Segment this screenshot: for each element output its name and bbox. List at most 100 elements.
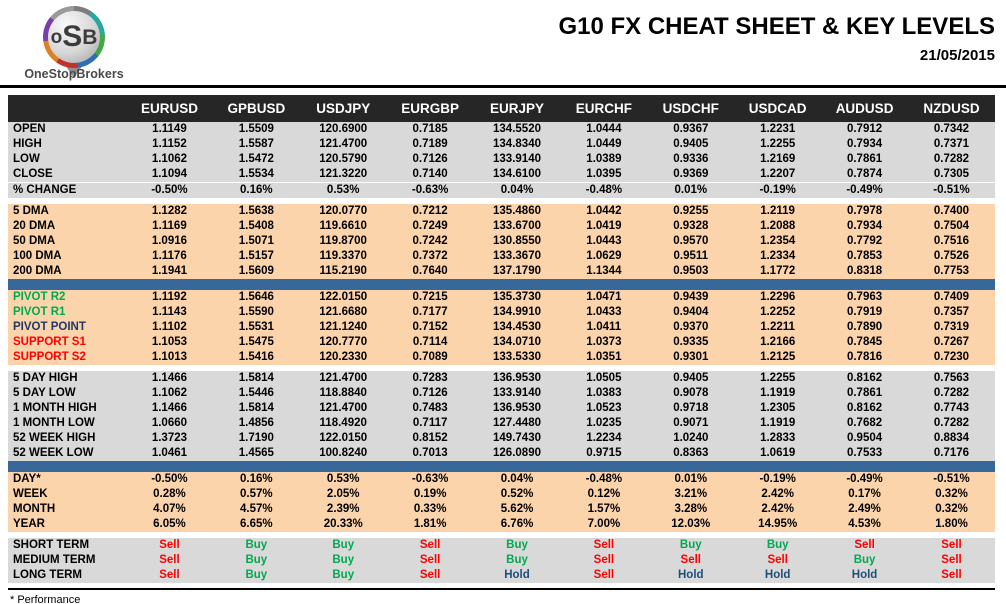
cell-performance-nzdusd: -0.51% [933,473,970,485]
cell-signals-gpbusd: Buy [245,539,268,551]
row-label: 50 DMA [13,235,56,247]
cell-signals-eurgbp: Sell [419,539,441,551]
cell-ranges-audusd: 0.9504 [846,432,883,444]
cell-moving-averages-eurusd: 1.1169 [152,220,187,232]
cell-pivots-eurjpy: 134.4530 [493,321,541,333]
row-pivot-r1: PIVOT R1 1.1143 1.5590 121.6680 0.7177 134.99… [8,305,995,320]
cell-ranges-usdcad: 1.2833 [760,432,796,444]
row-200-dma: 200 DMA 1.1941 1.5609 115.2190 0.7640 137.179… [8,264,995,279]
column-header-eurchf: EURCHF [560,95,648,122]
cell-moving-averages-usdchf: 0.9511 [673,250,709,262]
cell-ranges-eurjpy: 136.9530 [493,402,541,414]
cell-performance-usdchf: 12.03% [671,518,711,530]
cell-pivots-gpbusd: 1.5475 [238,336,274,348]
cell-moving-averages-eurgbp: 0.7372 [412,250,448,262]
cell-ohlc-usdcad: 1.2207 [760,168,796,180]
cell-moving-averages-audusd: 0.7978 [846,205,883,217]
cell-signals-usdchf: Sell [680,554,702,566]
cell-ohlc-eurchf: 1.0449 [586,138,622,150]
cell-ohlc-usdjpy: 120.6900 [319,123,368,135]
cell-ranges-usdjpy: 122.0150 [319,432,368,444]
cell-pivots-usdcad: 1.2252 [760,306,796,318]
cell-ranges-eurjpy: 133.9140 [493,387,541,399]
row-label: 52 WEEK LOW [13,447,94,459]
row-label: SHORT TERM [13,539,90,551]
cell-pivots-eurgbp: 0.7215 [412,291,448,303]
cell-moving-averages-gpbusd: 1.5408 [238,220,274,232]
cell-performance-eurchf: -0.48% [585,473,623,485]
cell-pivots-eurchf: 1.0373 [586,336,622,348]
cell-ranges-eurjpy: 127.4480 [493,417,541,429]
cell-moving-averages-nzdusd: 0.7526 [933,250,970,262]
cell-moving-averages-eurusd: 1.1941 [151,265,188,277]
cell-moving-averages-eurjpy: 133.6700 [493,220,541,232]
cell-ranges-nzdusd: 0.7743 [933,402,970,414]
cell-ranges-usdjpy: 121.4700 [319,402,368,414]
cell-ranges-nzdusd: 0.7282 [933,387,970,399]
cell-moving-averages-nzdusd: 0.7504 [933,220,970,232]
row-pivot-r2: PIVOT R2 1.1192 1.5646 122.0150 0.7215 135.37… [8,290,995,305]
cell-moving-averages-eurgbp: 0.7212 [412,205,448,217]
cell-pivots-eurjpy: 135.3730 [493,291,541,303]
column-header-eurusd: EURUSD [126,95,213,122]
cell-performance-eurjpy: 5.62% [500,503,534,515]
cell-pivots-gpbusd: 1.5416 [238,351,274,363]
cell-pivots-usdjpy: 121.1240 [319,321,368,333]
cell-pivots-eurjpy: 134.0710 [493,336,541,348]
cell-performance-usdjpy: 0.53% [326,473,360,485]
cell-ranges-eurusd: 1.1466 [151,402,188,414]
cell-ohlc-usdcad: -0.19% [734,182,822,198]
row-high: HIGH 1.1152 1.5587 121.4700 0.7189 134.8340 1.… [8,137,995,152]
row-100-dma: 100 DMA 1.1176 1.5157 119.3370 0.7372 133.367… [8,249,995,264]
cell-ohlc-eurusd: 1.1152 [152,138,187,150]
row-label: MONTH [13,503,56,515]
cell-moving-averages-eurchf: 1.0629 [586,250,622,262]
cell-pivots-eurchf: 1.0411 [586,321,622,333]
cell-ranges-nzdusd: 0.7563 [933,372,970,384]
cell-performance-nzdusd: 0.32% [935,488,968,500]
cell-performance-eurgbp: -0.63% [411,473,449,485]
section-gap [8,365,995,371]
cell-ranges-eurjpy: 126.0890 [493,447,541,459]
cell-signals-usdjpy: Buy [332,539,355,551]
cell-performance-gpbusd: 4.57% [240,503,273,515]
column-header-usdjpy: USDJPY [299,95,387,122]
row-1-month-high: 1 MONTH HIGH 1.1466 1.5814 121.4700 0.7483 13… [8,401,995,416]
row-label: 5 DMA [13,205,49,217]
cell-ranges-nzdusd: 0.8834 [933,432,970,444]
row-52-week-high: 52 WEEK HIGH 1.3723 1.7190 122.0150 0.8152 14… [8,431,995,446]
cell-ranges-eurgbp: 0.7117 [412,417,448,429]
row-label: 5 DAY HIGH [13,372,78,384]
cell-signals-eurusd: Sell [159,539,180,551]
cell-ohlc-gpbusd: 1.5472 [238,153,274,165]
cell-performance-gpbusd: 0.16% [240,473,273,485]
cell-moving-averages-usdjpy: 115.2190 [319,265,367,277]
cell-signals-usdchf: Hold [678,569,704,581]
cell-performance-eurchf: 1.57% [587,503,621,515]
cell-ohlc-eurusd: 1.1094 [151,168,188,180]
cell-signals-usdchf: Buy [679,539,702,551]
row-5-day-high: 5 DAY HIGH 1.1466 1.5814 121.4700 0.7283 136.… [8,371,995,386]
cell-ohlc-nzdusd: 0.7282 [933,153,970,165]
cell-performance-eurusd: 4.07% [153,503,186,515]
cell-moving-averages-usdchf: 0.9328 [673,220,709,232]
cell-pivots-usdjpy: 120.2330 [319,351,368,363]
cell-moving-averages-eurjpy: 137.1790 [493,265,541,277]
cell-signals-eurchf: Sell [593,554,615,566]
cell-pivots-audusd: 0.7845 [846,336,883,348]
cell-performance-usdchf: 3.21% [674,488,708,500]
logo-pin-tail-icon [65,65,83,78]
row-pivot-point: PIVOT POINT 1.1102 1.5531 121.1240 0.7152 134… [8,320,995,335]
cell-performance-usdchf: 0.01% [674,473,708,485]
cell-ranges-audusd: 0.7861 [846,387,883,399]
row-support-s2: SUPPORT S2 1.1013 1.5416 120.2330 0.7089 133.… [8,350,995,365]
cell-pivots-audusd: 0.7890 [846,321,883,333]
column-header-usdcad: USDCAD [734,95,822,122]
cell-ranges-eurusd: 1.1062 [151,387,188,399]
cell-performance-usdjpy: 2.39% [326,503,360,515]
cell-ranges-nzdusd: 0.7282 [933,417,970,429]
cell-pivots-eurgbp: 0.7114 [412,336,448,348]
cell-ranges-audusd: 0.8162 [846,402,883,414]
cell-ohlc-audusd: -0.49% [821,182,909,198]
cell-ohlc-nzdusd: 0.7342 [933,123,970,135]
